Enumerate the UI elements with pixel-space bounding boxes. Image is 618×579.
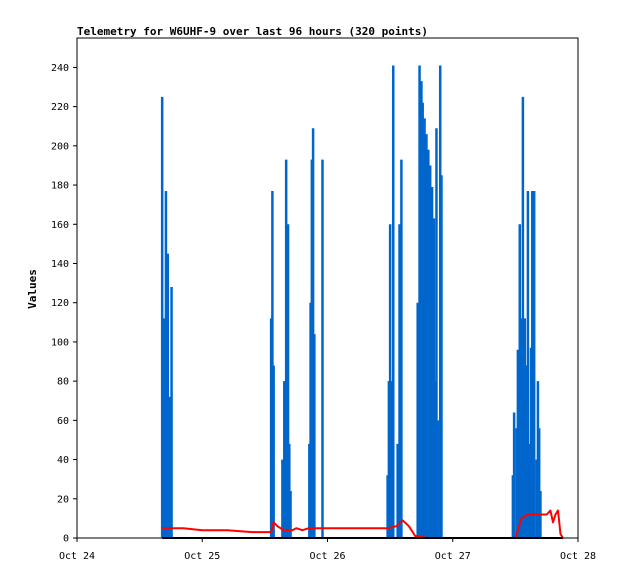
telemetry-line-red bbox=[162, 509, 564, 539]
y-tick-label: 40 bbox=[57, 455, 69, 466]
y-tick-label: 240 bbox=[51, 63, 69, 74]
y-tick-label: 80 bbox=[57, 377, 69, 388]
line-series bbox=[162, 509, 564, 539]
x-tick-label: Oct 28 bbox=[560, 551, 596, 562]
y-tick-label: 200 bbox=[51, 141, 69, 152]
y-axis: 0 20 40 60 80 100 120 140 160 180 200 220 240 bbox=[51, 63, 77, 545]
y-tick-label: 0 bbox=[63, 534, 69, 545]
y-tick-label: 180 bbox=[51, 181, 69, 192]
y-axis-label: Values bbox=[26, 269, 39, 309]
bar-series bbox=[160, 65, 542, 538]
y-tick-label: 20 bbox=[57, 494, 69, 505]
y-tick-label: 140 bbox=[51, 259, 69, 270]
x-tick-label: Oct 24 bbox=[59, 551, 95, 562]
x-axis: Oct 24 Oct 25 Oct 26 Oct 27 Oct 28 bbox=[59, 538, 596, 562]
x-tick-label: Oct 27 bbox=[435, 551, 471, 562]
chart-title: Telemetry for W6UHF-9 over last 96 hours… bbox=[77, 25, 428, 38]
y-tick-label: 160 bbox=[51, 220, 69, 231]
plot-area bbox=[76, 37, 579, 539]
x-tick-label: Oct 25 bbox=[184, 551, 220, 562]
y-tick-label: 220 bbox=[51, 102, 69, 113]
x-tick-label: Oct 26 bbox=[309, 551, 345, 562]
y-tick-label: 120 bbox=[51, 298, 69, 309]
y-tick-label: 60 bbox=[57, 416, 69, 427]
y-tick-label: 100 bbox=[51, 337, 69, 348]
